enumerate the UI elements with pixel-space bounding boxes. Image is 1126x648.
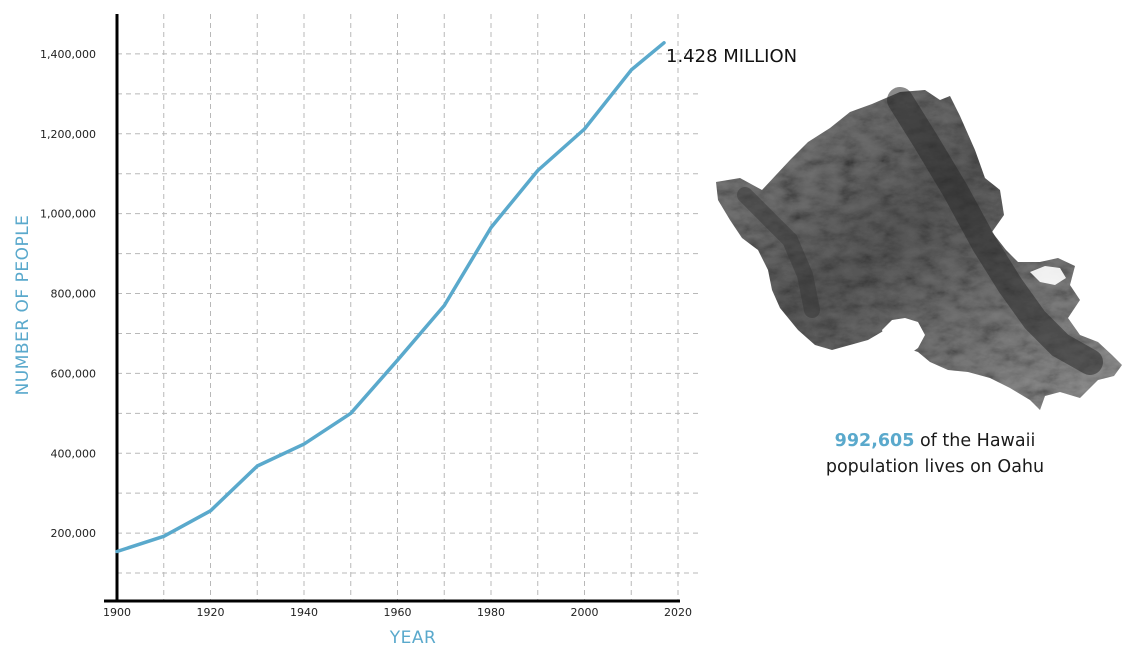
chart-axes xyxy=(104,14,680,603)
y-tick-label: 1,200,000 xyxy=(40,128,96,141)
y-tick-label: 1,400,000 xyxy=(40,48,96,61)
x-axis-title: YEAR xyxy=(389,628,437,648)
peak-annotation: 1.428 MILLION xyxy=(666,46,797,67)
x-tick-label: 2020 xyxy=(664,606,692,619)
x-tick-label: 1940 xyxy=(290,606,318,619)
x-tick-label: 1900 xyxy=(103,606,131,619)
y-tick-label: 400,000 xyxy=(51,447,97,460)
pearl-harbor xyxy=(882,318,925,364)
mountain-ridge xyxy=(887,87,1103,375)
x-tick-label: 1920 xyxy=(197,606,225,619)
x-tick-labels: 1900 1920 1940 1960 1980 2000 2020 xyxy=(103,606,692,619)
y-tick-label: 800,000 xyxy=(51,288,97,301)
oahu-population-value: 992,605 xyxy=(834,431,915,451)
island-shape xyxy=(716,90,1122,410)
series-group xyxy=(115,41,666,554)
caption-line-1-text: of the Hawaii xyxy=(914,431,1036,451)
y-tick-label: 1,000,000 xyxy=(40,208,96,221)
kaneohe-bay xyxy=(1030,266,1066,285)
y-tick-labels: 200,000 400,000 600,000 800,000 1,000,000 1,2… xyxy=(40,48,96,540)
western-ridge xyxy=(737,187,820,318)
x-tick-label: 2000 xyxy=(571,606,599,619)
oahu-caption: 992,605 of the Hawaii population lives o… xyxy=(770,428,1100,480)
chart-grid xyxy=(117,14,698,601)
x-tick-label: 1960 xyxy=(384,606,412,619)
y-tick-label: 200,000 xyxy=(51,527,97,540)
y-tick-label: 600,000 xyxy=(51,367,97,380)
y-axis-title: NUMBER OF PEOPLE xyxy=(13,215,33,396)
caption-line-2: population lives on Oahu xyxy=(825,457,1045,477)
caption-line-1: 992,605 of the Hawaii xyxy=(770,428,1100,454)
population-series-line xyxy=(115,41,666,554)
x-tick-label: 1980 xyxy=(477,606,505,619)
